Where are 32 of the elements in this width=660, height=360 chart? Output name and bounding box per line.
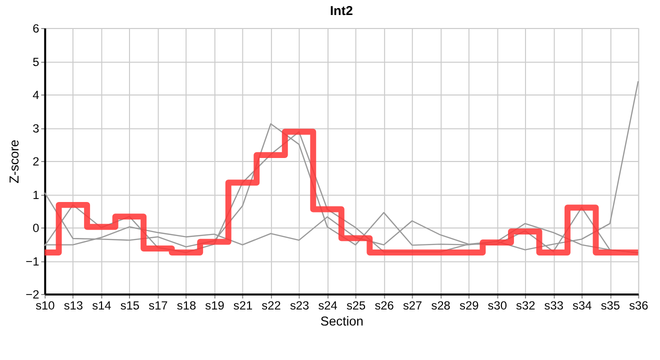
x-tick-label: s24 [318, 298, 338, 312]
x-tick-label: s30 [488, 298, 508, 312]
y-tick-label: 6 [32, 22, 40, 36]
x-tick-label: s36 [629, 298, 649, 312]
x-tick-label: s18 [176, 298, 196, 312]
x-tick-label: s19 [205, 298, 225, 312]
x-tick-label: s17 [148, 298, 168, 312]
chart-title: Int2 [330, 3, 353, 18]
y-tick-label: 5 [32, 54, 40, 69]
x-tick-label: s25 [346, 298, 366, 312]
x-tick-label: s33 [544, 298, 564, 312]
x-tick-label: s14 [92, 298, 112, 312]
y-tick-label: 4 [32, 88, 40, 102]
y-tick-label: 3 [32, 121, 40, 136]
y-axis-title: Z-score [6, 140, 22, 184]
x-axis-title: Section [320, 313, 364, 328]
y-tick-label: 2 [32, 154, 40, 169]
x-tick-label: s34 [572, 298, 592, 312]
x-tick-label: s22 [262, 298, 282, 312]
y-tick-label: 0 [32, 221, 40, 236]
x-tick-label: s13 [64, 298, 84, 312]
x-tick-label: s21 [233, 298, 253, 312]
x-tick-label: s26 [374, 298, 394, 312]
x-tick-label: s27 [402, 298, 423, 312]
x-tick-label: s23 [290, 298, 310, 312]
y-tick-label: −1 [26, 254, 40, 268]
y-tick-label: 1 [32, 188, 40, 202]
x-tick-label: s15 [120, 298, 140, 312]
x-tick-label: s28 [431, 298, 451, 312]
x-tick-label: s32 [516, 298, 536, 312]
x-tick-label: s35 [600, 298, 620, 312]
x-tick-label: s29 [460, 298, 480, 312]
